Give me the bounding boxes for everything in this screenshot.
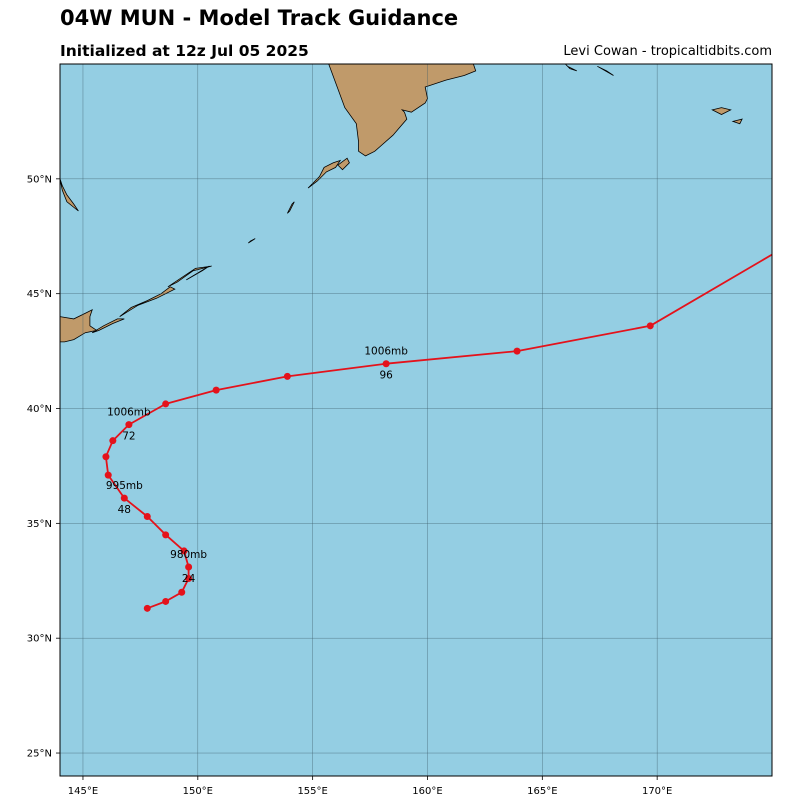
track-point bbox=[162, 531, 170, 539]
forecast-hour-label: 24 bbox=[182, 573, 196, 585]
track-point bbox=[143, 604, 151, 612]
land-layer bbox=[60, 64, 743, 343]
chart-title: 04W MUN - Model Track Guidance bbox=[60, 6, 459, 30]
track-point bbox=[104, 471, 112, 479]
chart-subtitle: Initialized at 12z Jul 05 2025 bbox=[60, 42, 309, 60]
track-point bbox=[120, 494, 128, 502]
tick-label-y: 40°N bbox=[27, 404, 52, 415]
track-layer bbox=[102, 253, 772, 612]
tick-label-x: 170°E bbox=[642, 786, 672, 797]
track-point bbox=[125, 421, 133, 429]
land-kuril-iturup bbox=[167, 265, 212, 288]
track-point bbox=[283, 372, 291, 380]
chart-credit: Levi Cowan - tropicaltidbits.com bbox=[563, 44, 772, 59]
forecast-hour-label: 72 bbox=[122, 431, 135, 443]
land-kuril-simushir bbox=[248, 238, 256, 244]
forecast-hour-label: 96 bbox=[379, 370, 393, 382]
land-kuril-shikotan bbox=[91, 318, 125, 334]
ocean-background bbox=[60, 64, 772, 776]
land-kuril-kunashir bbox=[119, 286, 176, 317]
land-kuril-paramushir bbox=[337, 157, 350, 171]
tick-label-y: 30°N bbox=[27, 634, 52, 645]
pressure-label: 1006mb bbox=[364, 346, 408, 358]
track-point bbox=[178, 588, 186, 596]
tick-label-x: 165°E bbox=[527, 786, 557, 797]
land-kuril-onekotan bbox=[307, 159, 342, 189]
pressure-label: 995mb bbox=[106, 480, 143, 492]
tick-label-x: 155°E bbox=[297, 786, 327, 797]
tick-label-y: 50°N bbox=[27, 174, 52, 185]
land-kuril-shiashkotan bbox=[287, 201, 295, 214]
track-point bbox=[109, 437, 117, 445]
grid-layer bbox=[60, 64, 772, 776]
tick-label-x: 160°E bbox=[412, 786, 442, 797]
annotation-layer: 980mb 24 995mb 48 1006mb 72 1006mb 96 bbox=[106, 346, 408, 585]
land-hokkaido bbox=[60, 309, 98, 343]
track-point bbox=[185, 574, 193, 582]
track-point bbox=[102, 453, 110, 461]
plot-frame bbox=[59, 63, 773, 777]
land-sakhalin-tip bbox=[60, 178, 79, 212]
tick-label-y: 25°N bbox=[27, 749, 52, 760]
track-point bbox=[180, 547, 188, 555]
pressure-label: 1006mb bbox=[107, 407, 151, 419]
track-point bbox=[212, 386, 220, 394]
land-aleutian-agattu bbox=[731, 118, 743, 125]
tick-label-y: 35°N bbox=[27, 519, 52, 530]
tick-label-x: 150°E bbox=[183, 786, 213, 797]
pressure-label: 980mb bbox=[170, 549, 207, 561]
tick-label-x: 145°E bbox=[68, 786, 98, 797]
axis-ticks: 145°E 150°E 155°E 160°E 165°E 170°E 25°N 30°N 35… bbox=[27, 174, 673, 797]
tick-label-y: 45°N bbox=[27, 289, 52, 300]
track-point bbox=[162, 400, 170, 408]
track-point bbox=[513, 347, 521, 355]
track-point bbox=[382, 360, 390, 368]
track-point bbox=[162, 597, 170, 605]
land-commander-medny bbox=[597, 65, 614, 76]
track-point bbox=[185, 563, 193, 571]
track-point bbox=[143, 512, 151, 520]
track-point bbox=[646, 322, 654, 330]
forecast-hour-label: 48 bbox=[118, 504, 131, 516]
land-aleutian-attu bbox=[711, 107, 732, 115]
land-kamchatka bbox=[328, 64, 477, 157]
land-commander-bering bbox=[565, 64, 577, 72]
